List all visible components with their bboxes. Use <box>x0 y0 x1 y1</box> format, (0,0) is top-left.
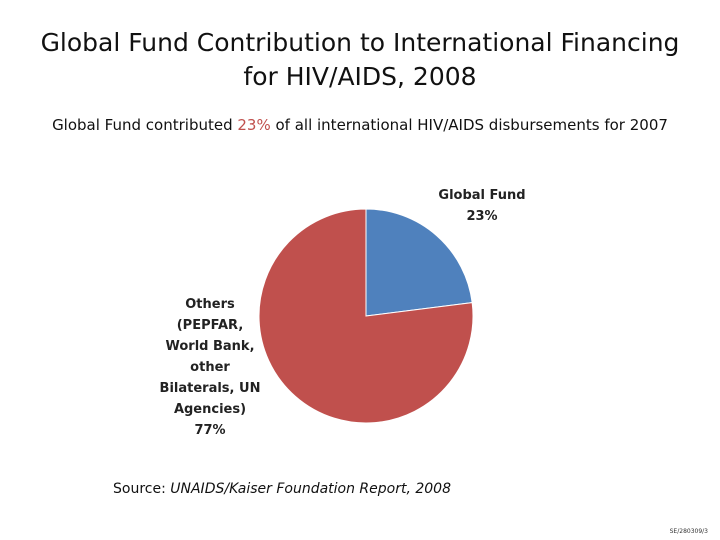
others-label-line-5: Bilaterals, UN <box>159 381 261 396</box>
others-label-value: 77% <box>194 423 226 438</box>
source-label: Source: <box>113 481 166 497</box>
subtitle-suffix: of all international HIV/AIDS disburseme… <box>270 116 668 134</box>
others-label-line-6: Agencies) <box>173 402 247 417</box>
others-label-line-4: other <box>190 360 230 375</box>
subtitle-prefix: Global Fund contributed <box>52 116 238 134</box>
subtitle-highlight: 23% <box>237 116 271 134</box>
others-label: Others (PEPFAR, World Bank, other Bilate… <box>150 294 270 441</box>
chart-title: Global Fund Contribution to Internationa… <box>40 28 680 91</box>
global-fund-label: Global Fund 23% <box>420 185 544 227</box>
pie-slice-global-fund <box>365 208 473 317</box>
source-note: Source: UNAIDS/Kaiser Foundation Report,… <box>113 479 451 499</box>
others-label-line-1: Others <box>185 297 235 312</box>
source-text: UNAIDS/Kaiser Foundation Report, 2008 <box>165 481 452 497</box>
slide-code: SE/280309/3 <box>669 528 708 535</box>
others-label-line-3: World Bank, <box>165 339 255 354</box>
chart-subtitle: Global Fund contributed 23% of all inter… <box>20 115 700 135</box>
pie-slice-others <box>258 208 474 424</box>
global-fund-label-name: Global Fund <box>438 188 526 203</box>
others-label-line-2: (PEPFAR, <box>176 318 244 333</box>
global-fund-label-value: 23% <box>466 209 498 224</box>
